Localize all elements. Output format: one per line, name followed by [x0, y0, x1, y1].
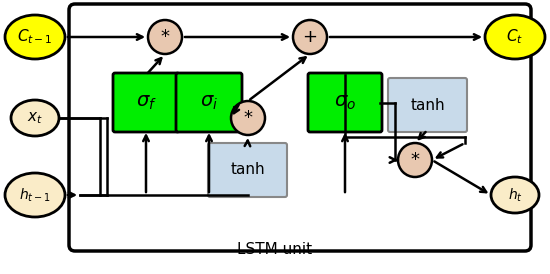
- Ellipse shape: [491, 177, 539, 213]
- Ellipse shape: [398, 143, 432, 177]
- FancyBboxPatch shape: [176, 73, 242, 132]
- FancyBboxPatch shape: [308, 73, 382, 132]
- Text: tanh: tanh: [410, 98, 445, 113]
- Ellipse shape: [293, 20, 327, 54]
- Ellipse shape: [5, 173, 65, 217]
- FancyBboxPatch shape: [113, 73, 179, 132]
- Text: $\sigma_o$: $\sigma_o$: [334, 93, 356, 112]
- Text: $x_t$: $x_t$: [27, 110, 43, 126]
- Ellipse shape: [148, 20, 182, 54]
- Ellipse shape: [231, 101, 265, 135]
- Ellipse shape: [11, 100, 59, 136]
- Ellipse shape: [5, 15, 65, 59]
- Text: $C_t$: $C_t$: [507, 28, 524, 46]
- Text: LSTM unit: LSTM unit: [238, 242, 312, 258]
- FancyBboxPatch shape: [388, 78, 467, 132]
- Text: *: *: [244, 109, 252, 127]
- Text: $\sigma_i$: $\sigma_i$: [200, 93, 218, 112]
- Text: *: *: [410, 151, 420, 169]
- FancyBboxPatch shape: [69, 4, 531, 251]
- Text: $h_{t-1}$: $h_{t-1}$: [19, 186, 51, 204]
- Text: *: *: [161, 28, 169, 46]
- Text: $\sigma_f$: $\sigma_f$: [135, 93, 156, 112]
- Text: +: +: [302, 28, 317, 46]
- FancyBboxPatch shape: [208, 143, 287, 197]
- Text: $h_t$: $h_t$: [508, 186, 522, 204]
- Text: tanh: tanh: [230, 162, 265, 178]
- Ellipse shape: [485, 15, 545, 59]
- Text: $C_{t-1}$: $C_{t-1}$: [17, 28, 53, 46]
